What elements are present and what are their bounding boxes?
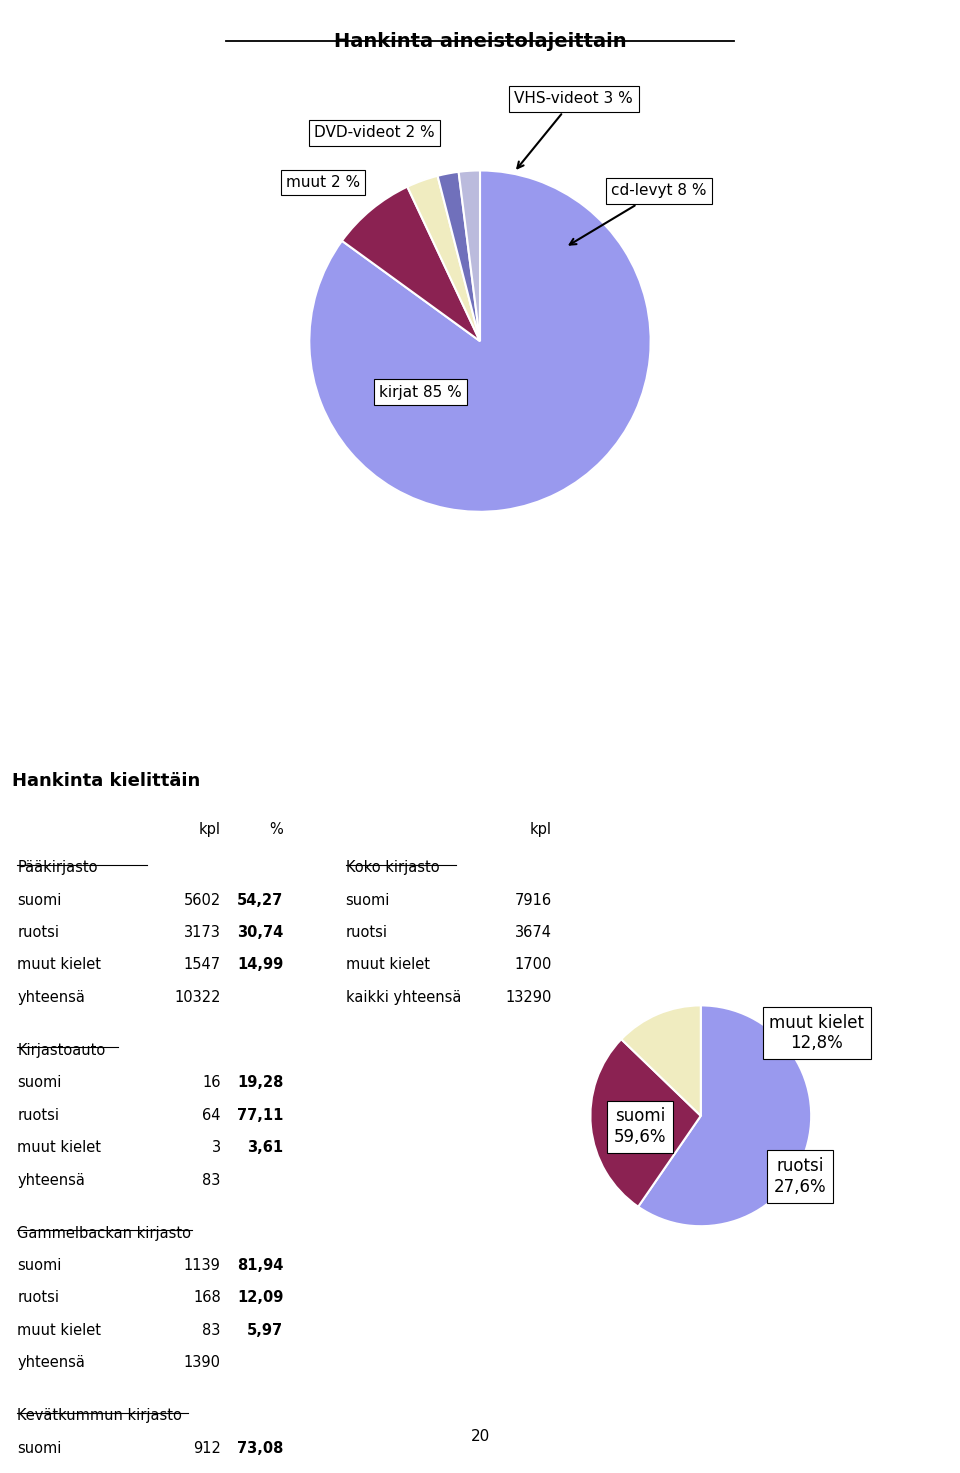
Text: 30,74: 30,74 xyxy=(237,925,283,940)
Text: 3674: 3674 xyxy=(515,925,552,940)
Text: ruotsi: ruotsi xyxy=(17,1290,60,1305)
Text: VHS-videot 3 %: VHS-videot 3 % xyxy=(515,91,634,168)
Text: 14,99: 14,99 xyxy=(237,957,283,972)
Wedge shape xyxy=(459,171,480,342)
Text: yhteensä: yhteensä xyxy=(17,1173,85,1187)
Text: 1700: 1700 xyxy=(515,957,552,972)
Text: kpl: kpl xyxy=(530,822,552,837)
Text: %: % xyxy=(270,822,283,837)
Text: yhteensä: yhteensä xyxy=(17,1355,85,1370)
Text: Hankinta kielittäin: Hankinta kielittäin xyxy=(12,772,200,790)
Text: 3: 3 xyxy=(211,1140,221,1155)
Text: suomi: suomi xyxy=(17,1075,61,1090)
Text: suomi: suomi xyxy=(17,893,61,907)
Text: 1547: 1547 xyxy=(183,957,221,972)
Text: kaikki yhteensä: kaikki yhteensä xyxy=(346,990,461,1005)
Text: Koko kirjasto: Koko kirjasto xyxy=(346,860,440,875)
Text: muut kielet: muut kielet xyxy=(17,1140,102,1155)
Text: cd-levyt 8 %: cd-levyt 8 % xyxy=(569,184,707,245)
Text: kpl: kpl xyxy=(199,822,221,837)
Text: 83: 83 xyxy=(203,1173,221,1187)
Text: 1390: 1390 xyxy=(183,1355,221,1370)
Text: 3,61: 3,61 xyxy=(247,1140,283,1155)
Text: 912: 912 xyxy=(193,1441,221,1455)
Text: kirjat 85 %: kirjat 85 % xyxy=(379,384,462,399)
Wedge shape xyxy=(638,1006,811,1226)
Text: ruotsi: ruotsi xyxy=(17,1108,60,1122)
Text: 5,97: 5,97 xyxy=(247,1323,283,1337)
Text: muut 2 %: muut 2 % xyxy=(286,175,360,190)
Text: ruotsi: ruotsi xyxy=(17,925,60,940)
Text: muut kielet: muut kielet xyxy=(17,957,102,972)
Text: 1139: 1139 xyxy=(184,1258,221,1273)
Wedge shape xyxy=(309,171,651,511)
Text: 20: 20 xyxy=(470,1429,490,1444)
Text: 81,94: 81,94 xyxy=(237,1258,283,1273)
Text: DVD-videot 2 %: DVD-videot 2 % xyxy=(314,125,435,140)
Text: Kirjastoauto: Kirjastoauto xyxy=(17,1043,106,1058)
Text: 7916: 7916 xyxy=(515,893,552,907)
Text: ruotsi
27,6%: ruotsi 27,6% xyxy=(774,1158,827,1196)
Text: muut kielet: muut kielet xyxy=(17,1323,102,1337)
Text: Kevätkummun kirjasto: Kevätkummun kirjasto xyxy=(17,1408,182,1423)
Text: 16: 16 xyxy=(203,1075,221,1090)
Text: Pääkirjasto: Pääkirjasto xyxy=(17,860,98,875)
Text: 10322: 10322 xyxy=(175,990,221,1005)
Text: 54,27: 54,27 xyxy=(237,893,283,907)
Wedge shape xyxy=(407,175,480,342)
Wedge shape xyxy=(342,187,480,342)
Text: 13290: 13290 xyxy=(506,990,552,1005)
Text: suomi: suomi xyxy=(346,893,390,907)
Text: 64: 64 xyxy=(203,1108,221,1122)
Text: suomi: suomi xyxy=(17,1258,61,1273)
Text: 12,09: 12,09 xyxy=(237,1290,283,1305)
Text: 83: 83 xyxy=(203,1323,221,1337)
Wedge shape xyxy=(621,1006,701,1117)
Wedge shape xyxy=(590,1040,701,1206)
Text: 73,08: 73,08 xyxy=(237,1441,283,1455)
Text: suomi
59,6%: suomi 59,6% xyxy=(613,1108,666,1146)
Wedge shape xyxy=(438,172,480,342)
Text: Hankinta aineistolajeittain: Hankinta aineistolajeittain xyxy=(334,32,626,52)
Text: 168: 168 xyxy=(193,1290,221,1305)
Text: suomi: suomi xyxy=(17,1441,61,1455)
Text: 3173: 3173 xyxy=(184,925,221,940)
Text: 77,11: 77,11 xyxy=(237,1108,283,1122)
Text: muut kielet
12,8%: muut kielet 12,8% xyxy=(769,1013,864,1052)
Text: yhteensä: yhteensä xyxy=(17,990,85,1005)
Text: 19,28: 19,28 xyxy=(237,1075,283,1090)
Text: 5602: 5602 xyxy=(183,893,221,907)
Text: ruotsi: ruotsi xyxy=(346,925,388,940)
Text: muut kielet: muut kielet xyxy=(346,957,429,972)
Text: Gammelbackan kirjasto: Gammelbackan kirjasto xyxy=(17,1226,191,1240)
